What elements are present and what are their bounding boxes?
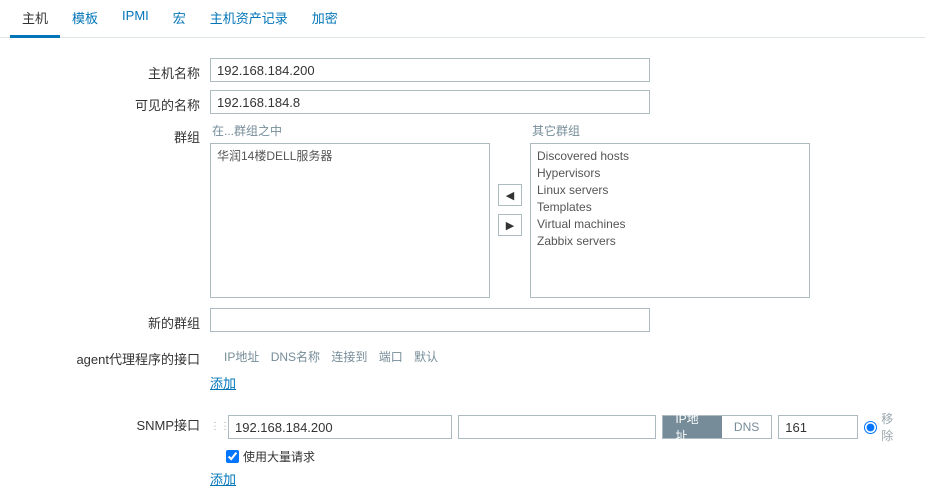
tab-host[interactable]: 主机 (10, 0, 60, 38)
hostname-label: 主机名称 (0, 58, 210, 82)
list-item[interactable]: 华润14楼DELL服务器 (217, 148, 483, 165)
hostname-input[interactable] (210, 58, 650, 82)
snmp-add-link[interactable]: 添加 (210, 469, 236, 488)
other-groups-listbox[interactable]: Discovered hostsHypervisorsLinux servers… (530, 143, 810, 298)
drag-handle-icon[interactable]: ⋮⋮ (210, 422, 222, 432)
in-groups-listbox[interactable]: 华润14楼DELL服务器 (210, 143, 490, 298)
move-right-button[interactable]: ▶ (498, 214, 522, 236)
tab-encryption[interactable]: 加密 (300, 0, 350, 37)
tab-macros[interactable]: 宏 (161, 0, 198, 37)
hdr-default: 默认 (414, 350, 438, 364)
list-item[interactable]: Discovered hosts (537, 148, 803, 165)
new-group-label: 新的群组 (0, 308, 210, 332)
snmp-bulk-label: 使用大量请求 (243, 448, 315, 465)
list-item[interactable]: Virtual machines (537, 216, 803, 233)
list-item[interactable]: Linux servers (537, 182, 803, 199)
move-left-button[interactable]: ◀ (498, 184, 522, 206)
tab-ipmi[interactable]: IPMI (110, 0, 161, 37)
snmp-ip-input[interactable] (228, 415, 452, 439)
agent-add-link[interactable]: 添加 (210, 373, 236, 392)
snmp-bulk-checkbox[interactable] (226, 450, 239, 463)
snmp-connect-toggle[interactable]: IP地址 DNS (662, 415, 772, 439)
list-item[interactable]: Hypervisors (537, 165, 803, 182)
visible-name-label: 可见的名称 (0, 90, 210, 114)
snmp-connect-dns[interactable]: DNS (722, 416, 771, 438)
groups-label: 群组 (0, 122, 210, 146)
tab-templates[interactable]: 模板 (60, 0, 110, 37)
hdr-dns: DNS名称 (271, 350, 320, 364)
snmp-dns-input[interactable] (458, 415, 657, 439)
in-groups-title: 在...群组之中 (210, 122, 490, 139)
snmp-connect-ip[interactable]: IP地址 (663, 416, 722, 438)
hdr-ip: IP地址 (224, 350, 259, 364)
other-groups-title: 其它群组 (530, 122, 810, 139)
new-group-input[interactable] (210, 308, 650, 332)
tab-bar: 主机 模板 IPMI 宏 主机资产记录 加密 (0, 0, 925, 38)
hdr-port: 端口 (379, 350, 403, 364)
form: 主机名称 可见的名称 群组 在...群组之中 华润14楼DELL服务器 ◀ ▶ (0, 38, 925, 488)
snmp-default-radio[interactable]: 移除 (864, 410, 905, 444)
snmp-port-input[interactable] (778, 415, 858, 439)
snmp-default-radio-input[interactable] (864, 421, 877, 434)
hdr-connect: 连接到 (331, 350, 367, 364)
tab-inventory[interactable]: 主机资产记录 (198, 0, 300, 37)
snmp-remove-text: 移除 (881, 410, 905, 444)
visible-name-input[interactable] (210, 90, 650, 114)
agent-iface-headers: IP地址 DNS名称 连接到 端口 默认 (210, 344, 905, 369)
list-item[interactable]: Zabbix servers (537, 233, 803, 250)
list-item[interactable]: Templates (537, 199, 803, 216)
agent-iface-label: agent代理程序的接口 (0, 344, 210, 368)
snmp-iface-label: SNMP接口 (0, 410, 210, 434)
